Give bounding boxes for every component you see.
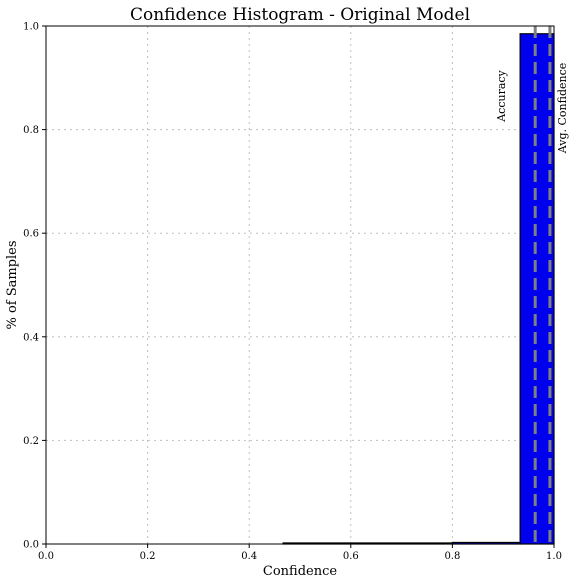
x-tick-label: 0.0 bbox=[38, 551, 54, 562]
x-tick-label: 1.0 bbox=[546, 551, 562, 562]
y-tick-label: 0.8 bbox=[23, 125, 39, 136]
y-tick-label: 0.2 bbox=[23, 436, 39, 447]
y-tick-label: 0.0 bbox=[23, 540, 39, 551]
x-axis-label: Confidence bbox=[263, 564, 337, 579]
x-tick-label: 0.2 bbox=[140, 551, 156, 562]
reference-line-label: Avg. Confidence bbox=[556, 63, 569, 155]
y-tick-label: 1.0 bbox=[23, 22, 39, 33]
chart-title: Confidence Histogram - Original Model bbox=[130, 5, 470, 25]
x-tick-label: 0.4 bbox=[241, 551, 257, 562]
plot-background bbox=[46, 26, 554, 544]
reference-line-label: Accuracy bbox=[495, 69, 508, 122]
plot-area: Accuracy Avg. Confidence bbox=[45, 25, 569, 545]
grid-lines bbox=[46, 26, 554, 544]
y-axis-label: % of Samples bbox=[5, 240, 20, 329]
plot-frame bbox=[45, 25, 555, 545]
x-axis-ticks: 0.0 0.2 0.4 0.6 0.8 1.0 bbox=[38, 544, 562, 562]
x-tick-label: 0.6 bbox=[343, 551, 359, 562]
y-axis-ticks: 0.0 0.2 0.4 0.6 0.8 1.0 bbox=[23, 22, 46, 551]
y-tick-label: 0.6 bbox=[23, 229, 39, 240]
y-tick-label: 0.4 bbox=[23, 332, 39, 343]
x-tick-label: 0.8 bbox=[444, 551, 460, 562]
reference-lines: Accuracy Avg. Confidence bbox=[495, 26, 569, 544]
